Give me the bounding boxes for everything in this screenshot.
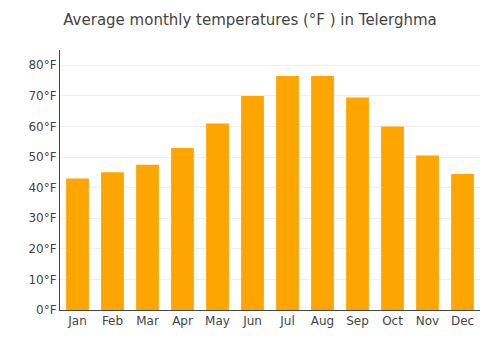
svg-text:Nov: Nov (416, 314, 439, 328)
svg-text:May: May (205, 314, 230, 328)
svg-text:0°F: 0°F (36, 303, 57, 317)
svg-text:60°F: 60°F (28, 120, 56, 134)
svg-text:Average monthly temperatures (: Average monthly temperatures (°F ) in Te… (63, 11, 437, 29)
svg-text:40°F: 40°F (28, 181, 56, 195)
svg-text:50°F: 50°F (28, 150, 56, 164)
svg-text:80°F: 80°F (28, 58, 56, 72)
svg-text:Mar: Mar (136, 314, 159, 328)
svg-text:Feb: Feb (102, 314, 123, 328)
svg-text:10°F: 10°F (28, 273, 56, 287)
svg-text:Dec: Dec (451, 314, 474, 328)
svg-text:20°F: 20°F (28, 242, 56, 256)
svg-text:Oct: Oct (382, 314, 403, 328)
svg-text:30°F: 30°F (28, 211, 56, 225)
svg-text:Aug: Aug (311, 314, 334, 328)
svg-text:70°F: 70°F (28, 89, 56, 103)
svg-text:Sep: Sep (346, 314, 369, 328)
svg-text:Jan: Jan (67, 314, 87, 328)
svg-text:Jun: Jun (242, 314, 262, 328)
svg-text:Apr: Apr (172, 314, 193, 328)
svg-text:Jul: Jul (279, 314, 294, 328)
